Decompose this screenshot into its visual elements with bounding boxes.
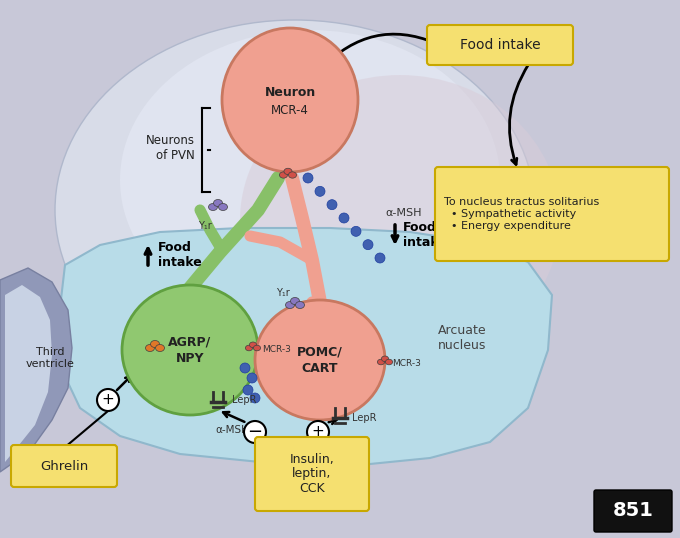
- Ellipse shape: [377, 359, 385, 365]
- Circle shape: [315, 186, 325, 196]
- Circle shape: [240, 363, 250, 373]
- Circle shape: [339, 213, 349, 223]
- Text: +: +: [311, 424, 324, 440]
- Text: CART: CART: [302, 363, 338, 376]
- Ellipse shape: [120, 30, 500, 330]
- Text: AGRP/: AGRP/: [169, 336, 211, 349]
- Polygon shape: [0, 268, 72, 472]
- Text: +: +: [101, 393, 114, 407]
- Text: −: −: [248, 423, 262, 441]
- Text: Arcuate
nucleus: Arcuate nucleus: [438, 324, 486, 352]
- Text: LepR: LepR: [352, 413, 377, 423]
- Text: Insulin,
leptin,
CCK: Insulin, leptin, CCK: [290, 452, 335, 495]
- Ellipse shape: [209, 203, 218, 210]
- Circle shape: [243, 385, 253, 395]
- Ellipse shape: [150, 341, 160, 348]
- Ellipse shape: [381, 356, 388, 362]
- Text: Food
intake: Food intake: [158, 241, 202, 269]
- Circle shape: [363, 239, 373, 250]
- Text: POMC/: POMC/: [297, 345, 343, 358]
- Ellipse shape: [218, 203, 228, 210]
- FancyBboxPatch shape: [427, 25, 573, 65]
- Ellipse shape: [284, 168, 292, 174]
- Text: MCR-3: MCR-3: [262, 345, 291, 355]
- Text: MCR-3: MCR-3: [392, 359, 421, 369]
- Ellipse shape: [254, 345, 260, 351]
- Ellipse shape: [296, 301, 305, 308]
- Circle shape: [307, 421, 329, 443]
- Ellipse shape: [279, 172, 288, 178]
- Circle shape: [375, 253, 385, 263]
- Text: α-MSH: α-MSH: [385, 208, 422, 218]
- Ellipse shape: [222, 28, 358, 172]
- Text: 851: 851: [613, 501, 653, 520]
- Polygon shape: [5, 285, 52, 462]
- Text: Third
ventricle: Third ventricle: [26, 347, 74, 369]
- Ellipse shape: [250, 342, 256, 348]
- Text: Neurons
of PVN: Neurons of PVN: [146, 134, 195, 162]
- Ellipse shape: [386, 359, 392, 365]
- Ellipse shape: [55, 20, 535, 400]
- Circle shape: [244, 421, 266, 443]
- Circle shape: [327, 200, 337, 210]
- Ellipse shape: [245, 345, 252, 351]
- Ellipse shape: [288, 172, 296, 178]
- Circle shape: [97, 389, 119, 411]
- Ellipse shape: [122, 285, 258, 415]
- FancyBboxPatch shape: [255, 437, 369, 511]
- Text: MCR-4: MCR-4: [271, 103, 309, 117]
- Ellipse shape: [290, 298, 299, 305]
- Text: Y₁r: Y₁r: [198, 221, 212, 231]
- Circle shape: [351, 226, 361, 236]
- FancyBboxPatch shape: [435, 167, 669, 261]
- Ellipse shape: [156, 344, 165, 351]
- Text: Food intake: Food intake: [460, 38, 541, 52]
- Ellipse shape: [214, 200, 222, 207]
- Text: α-MSH: α-MSH: [215, 425, 249, 435]
- Polygon shape: [58, 228, 552, 466]
- Circle shape: [247, 373, 257, 383]
- Text: Y₁r: Y₁r: [276, 288, 290, 298]
- Text: LepR: LepR: [232, 395, 256, 405]
- Text: To nucleus tractus solitarius
  • Sympathetic activity
  • Energy expenditure: To nucleus tractus solitarius • Sympathe…: [444, 197, 599, 231]
- Text: Neuron: Neuron: [265, 86, 316, 98]
- FancyBboxPatch shape: [11, 445, 117, 487]
- Ellipse shape: [146, 344, 154, 351]
- Text: Food
intake: Food intake: [403, 221, 447, 249]
- Text: Ghrelin: Ghrelin: [40, 459, 88, 472]
- Ellipse shape: [240, 75, 560, 365]
- Circle shape: [303, 173, 313, 183]
- Circle shape: [250, 393, 260, 403]
- Ellipse shape: [255, 300, 385, 420]
- Ellipse shape: [286, 301, 294, 308]
- Text: NPY: NPY: [175, 352, 204, 365]
- FancyBboxPatch shape: [594, 490, 672, 532]
